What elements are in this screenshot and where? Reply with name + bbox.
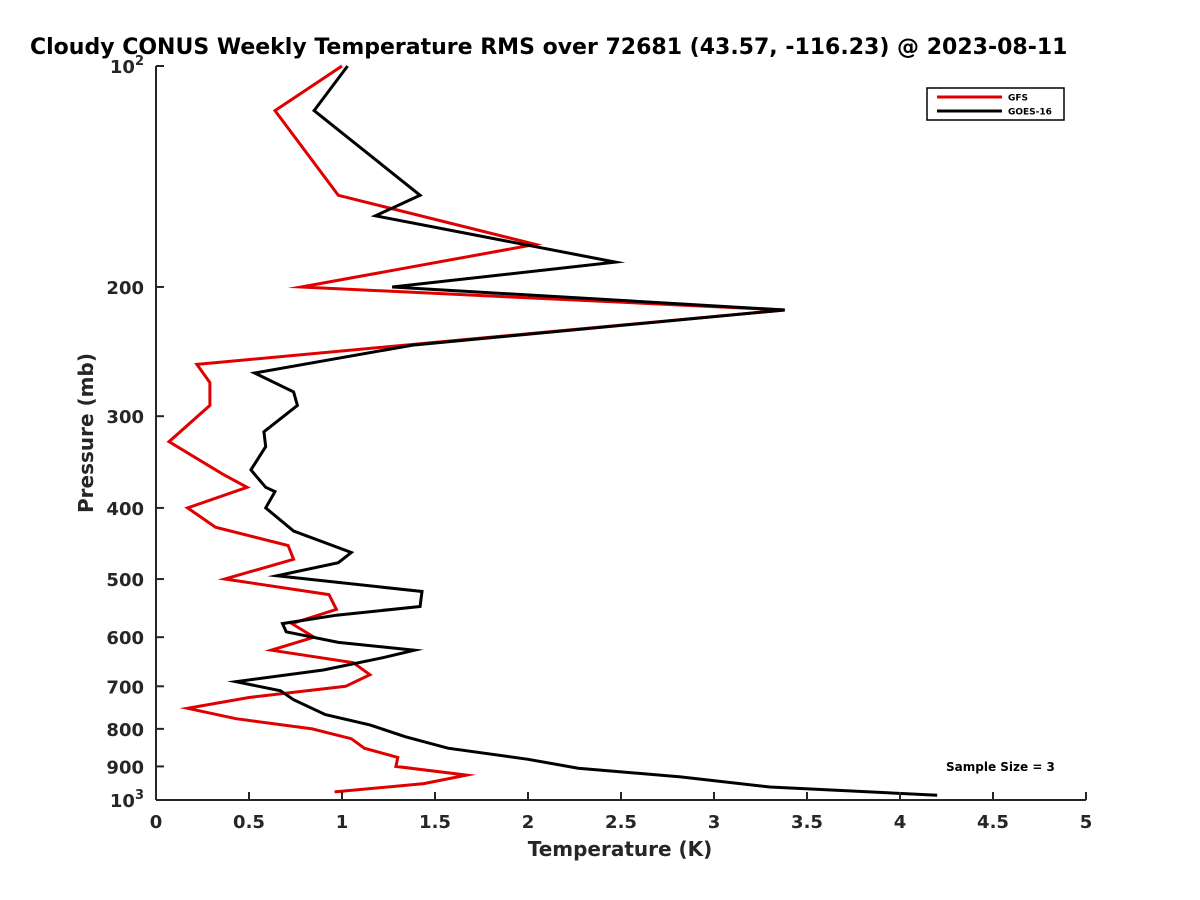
y-axis-label: Pressure (mb) [74,353,98,513]
x-tick-label: 2 [522,812,535,833]
x-tick-label: 1.5 [419,812,451,833]
y-tick-label: 800 [106,720,144,741]
y-tick-label: 300 [106,407,144,428]
series-line-goes-16 [226,65,938,797]
legend-box [926,87,1065,121]
x-tick-label: 0.5 [233,812,265,833]
y-tick-label: 600 [106,628,144,649]
y-tick-label: 102 [110,54,144,78]
x-tick-label: 4.5 [977,812,1009,833]
x-tick-label: 1 [336,812,349,833]
legend-label-goes-16: GOES-16 [1008,108,1052,118]
legend: GFS GOES-16 [926,87,1065,121]
axes: 0 0.5 1 1.5 2 2.5 3 3.5 4 4.5 5 102 200 300 400 500 600 7… [106,54,1092,833]
y-tick-label: 500 [106,570,144,591]
x-tick-label: 4 [894,812,907,833]
y-tick-label: 400 [106,499,144,520]
y-tick-label: 200 [106,278,144,299]
x-tick-label: 5 [1080,812,1093,833]
x-axis-label: Temperature (K) [528,837,713,861]
series-line-gfs [166,64,785,794]
x-tick-label: 0 [150,812,163,833]
legend-label-gfs: GFS [1008,94,1028,104]
sample-size-annotation: Sample Size = 3 [946,760,1055,774]
plot-area [166,64,938,797]
x-tick-label: 3 [708,812,721,833]
x-tick-label: 3.5 [791,812,823,833]
x-tick-label: 2.5 [605,812,637,833]
y-tick-label: 103 [110,788,144,812]
chart-title: Cloudy CONUS Weekly Temperature RMS over… [30,35,1067,60]
y-tick-label: 900 [106,757,144,778]
y-tick-label: 700 [106,677,144,698]
